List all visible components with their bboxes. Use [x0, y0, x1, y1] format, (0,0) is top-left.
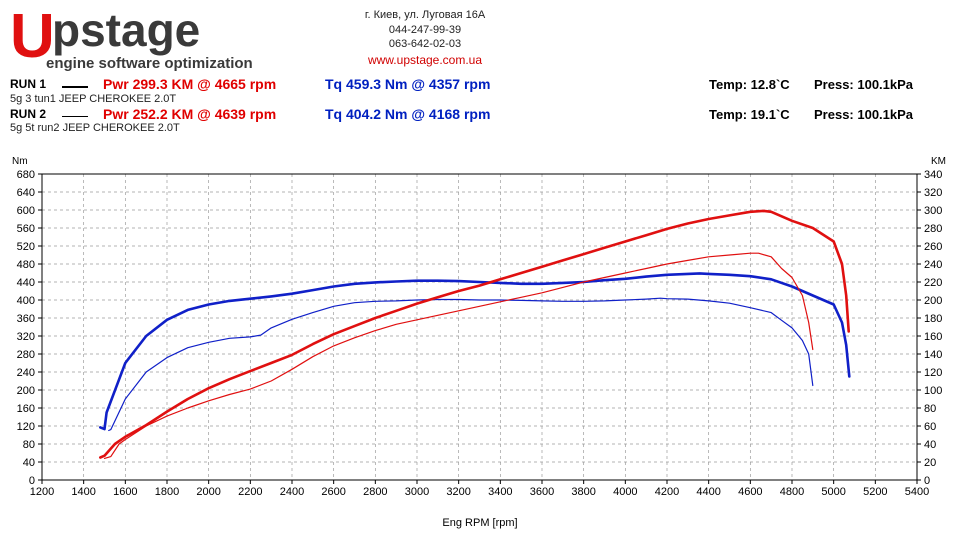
phone-2: 063-642-02-03: [388, 38, 462, 50]
y-left-tick-label: 280: [17, 349, 35, 361]
y-right-tick-label: 300: [924, 205, 942, 217]
y-left-tick-label: 0: [29, 475, 35, 487]
website-link[interactable]: www.upstage.com.ua: [367, 53, 483, 67]
y-right-tick-label: 120: [924, 367, 942, 379]
x-tick-label: 4200: [655, 486, 679, 498]
x-tick-label: 1400: [71, 486, 95, 498]
y-right-tick-label: 40: [924, 439, 936, 451]
run-1-power: Pwr 299.3 KM @ 4665 rpm: [103, 76, 277, 92]
run-1-torque: Tq 459.3 Nm @ 4357 rpm: [325, 76, 491, 92]
logo-mark: U: [10, 2, 55, 71]
run-1-description: 5g 3 tun1 JEEP CHEROKEE 2.0T: [10, 93, 177, 105]
run-2-name: RUN 2: [10, 107, 47, 121]
y-left-tick-label: 320: [17, 331, 35, 343]
x-tick-label: 2400: [280, 486, 304, 498]
x-tick-label: 2600: [321, 486, 345, 498]
address: г. Киев, ул. Луговая 16А: [364, 9, 486, 21]
phone-1: 044-247-99-39: [388, 24, 462, 36]
y-right-tick-label: 280: [924, 223, 942, 235]
logo-slogan: engine software optimization: [46, 55, 253, 72]
run-1-legend-line: [62, 86, 88, 88]
y-left-tick-label: 160: [17, 403, 35, 415]
y-left-tick-label: 120: [17, 421, 35, 433]
run-2-power: Pwr 252.2 KM @ 4639 rpm: [103, 106, 277, 122]
x-tick-label: 2800: [363, 486, 387, 498]
y-right-tick-label: 80: [924, 403, 936, 415]
y-axis-left-label: Nm: [12, 156, 28, 167]
x-tick-label: 3400: [488, 486, 512, 498]
run-2-torque: Tq 404.2 Nm @ 4168 rpm: [325, 106, 491, 122]
x-tick-label: 4800: [780, 486, 804, 498]
x-tick-label: 2200: [238, 486, 262, 498]
dyno-chart: 1200 1400 1600 1800 2000 2200 2400 2600 2800 3000…: [12, 156, 946, 529]
chart-axes: [38, 173, 921, 484]
y-right-tick-label: 140: [924, 349, 942, 361]
y-left-tick-label: 560: [17, 223, 35, 235]
run-1-torque-curve: [99, 272, 851, 431]
run-2-legend-line: [62, 116, 88, 117]
y-left-tick-label: 520: [17, 241, 35, 253]
y-right-tick-label: 340: [924, 169, 942, 181]
y-right-tick-label: 60: [924, 421, 936, 433]
chart-tick-labels: 1200 1400 1600 1800 2000 2200 2400 2600 2800 3000…: [17, 169, 943, 498]
x-axis-label: Eng RPM [rpm]: [442, 517, 517, 529]
chart-series: [99, 209, 851, 459]
plot-frame: [41, 173, 918, 481]
x-tick-label: 1600: [113, 486, 137, 498]
y-left-tick-label: 640: [17, 187, 35, 199]
run-2-description: 5g 5t run2 JEEP CHEROKEE 2.0T: [10, 122, 180, 134]
y-right-tick-label: 320: [924, 187, 942, 199]
y-axis-right-label: KM: [931, 156, 946, 167]
run-2-power-curve: [103, 252, 814, 459]
run-1-temp: Temp: 12.8`C: [709, 77, 790, 92]
y-left-tick-label: 80: [23, 439, 35, 451]
x-tick-label: 4400: [696, 486, 720, 498]
y-left-tick-label: 200: [17, 385, 35, 397]
y-right-tick-label: 260: [924, 241, 942, 253]
x-tick-label: 3000: [405, 486, 429, 498]
x-tick-label: 4600: [738, 486, 762, 498]
run-1-name: RUN 1: [10, 77, 47, 91]
y-left-tick-label: 360: [17, 313, 35, 325]
x-tick-label: 5000: [821, 486, 845, 498]
run-1-press: Press: 100.1kPa: [814, 77, 914, 92]
y-left-tick-label: 40: [23, 457, 35, 469]
upstage-logo: U pstage engine software optimization: [10, 2, 253, 72]
x-tick-label: 2000: [196, 486, 220, 498]
run-1-power-curve: [99, 209, 850, 459]
y-right-tick-label: 200: [924, 295, 942, 307]
y-right-tick-label: 20: [924, 457, 936, 469]
chart-grid: [41, 173, 918, 481]
y-left-tick-label: 440: [17, 277, 35, 289]
x-tick-label: 1200: [30, 486, 54, 498]
y-left-tick-label: 480: [17, 259, 35, 271]
y-right-tick-label: 220: [924, 277, 942, 289]
x-tick-label: 5400: [905, 486, 929, 498]
y-left-tick-label: 600: [17, 205, 35, 217]
y-left-tick-label: 400: [17, 295, 35, 307]
x-tick-label: 3200: [446, 486, 470, 498]
y-right-tick-label: 240: [924, 259, 942, 271]
x-tick-label: 1800: [155, 486, 179, 498]
y-right-tick-label: 160: [924, 331, 942, 343]
x-tick-label: 4000: [613, 486, 637, 498]
logo-word: pstage: [52, 4, 200, 56]
x-tick-label: 3800: [571, 486, 595, 498]
y-right-tick-label: 100: [924, 385, 942, 397]
y-left-tick-label: 240: [17, 367, 35, 379]
run-2-temp: Temp: 19.1`C: [709, 107, 790, 122]
y-right-tick-label: 0: [924, 475, 930, 487]
y-left-tick-label: 680: [17, 169, 35, 181]
x-tick-label: 5200: [863, 486, 887, 498]
run-2-torque-curve: [108, 297, 814, 432]
x-tick-label: 3600: [530, 486, 554, 498]
y-right-tick-label: 180: [924, 313, 942, 325]
run-2-press: Press: 100.1kPa: [814, 107, 914, 122]
